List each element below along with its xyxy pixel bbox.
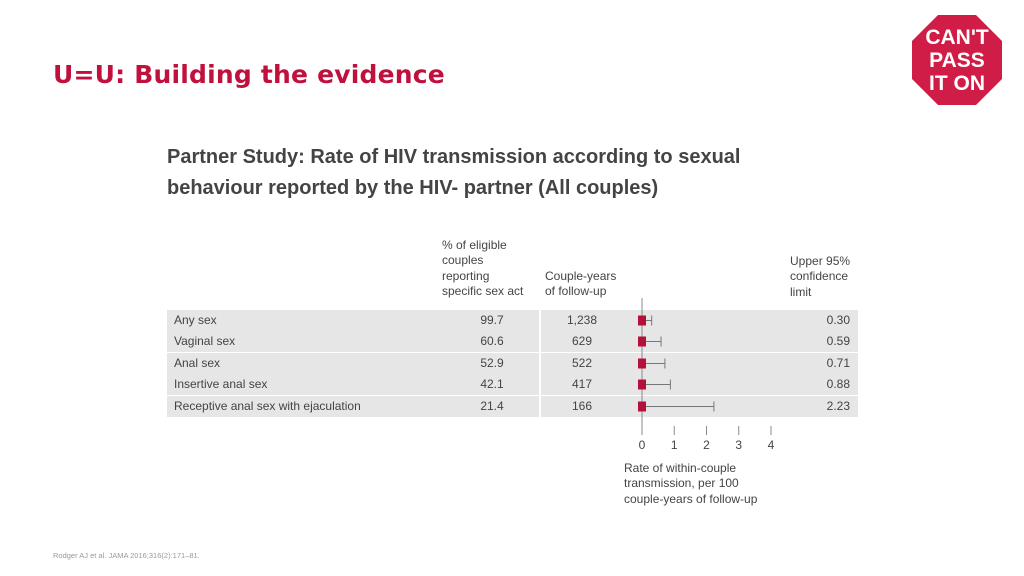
upper-limit-header-line: confidence (790, 269, 849, 284)
upper-limit-column-header: Upper 95% confidence limit (790, 254, 850, 300)
row-couple-years: 1,238 (566, 313, 598, 327)
x-tick-label: 4 (768, 438, 775, 452)
row-upper-limit: 0.88 (826, 377, 850, 391)
table-row: Vaginal sex 60.6 629 0.59 (167, 331, 858, 352)
slide-title: U=U: Building the evidence (53, 60, 445, 89)
chart-title: Partner Study: Rate of HIV transmission … (167, 142, 847, 204)
column-divider (539, 310, 541, 331)
row-couple-years: 629 (571, 334, 593, 348)
x-axis-title-line: couple-years of follow-up (624, 491, 758, 506)
table-row: Anal sex 52.9 522 0.71 (167, 353, 858, 374)
row-percent: 21.4 (480, 399, 504, 413)
couple-years-column-header: Couple-years of follow-up (545, 269, 616, 300)
row-label: Receptive anal sex with ejaculation (174, 399, 361, 413)
column-divider (539, 396, 541, 417)
row-percent: 60.6 (480, 334, 504, 348)
row-upper-limit: 0.71 (826, 356, 850, 370)
column-divider (539, 353, 541, 374)
table-row: Any sex 99.7 1,238 0.30 (167, 310, 858, 331)
row-upper-limit: 2.23 (826, 399, 850, 413)
upper-limit-header-line: limit (790, 284, 812, 299)
row-couple-years: 522 (571, 356, 593, 370)
row-percent: 99.7 (480, 313, 504, 327)
x-tick-label: 1 (671, 438, 678, 452)
x-tick-label: 3 (735, 438, 742, 452)
row-upper-limit: 0.30 (826, 313, 850, 327)
column-divider (539, 374, 541, 395)
row-label: Vaginal sex (174, 334, 236, 348)
citation-footnote: Rodger AJ et al. JAMA 2016;316(2):171–81… (53, 551, 200, 560)
row-percent: 52.9 (480, 356, 504, 370)
cant-pass-it-on-logo: CAN'T PASS IT ON (912, 15, 1002, 105)
x-axis-title-line: Rate of within-couple (624, 461, 737, 475)
chart-title-line-1: Partner Study: Rate of HIV transmission … (167, 146, 741, 168)
logo-line-2: PASS (929, 49, 985, 72)
logo-line-3: IT ON (929, 72, 985, 95)
column-divider (539, 331, 541, 352)
percent-header-line: couples (442, 253, 484, 268)
chart-title-line-2: behaviour reported by the HIV- partner (… (167, 177, 659, 199)
row-couple-years: 417 (571, 377, 593, 391)
row-label: Any sex (174, 313, 217, 327)
row-label: Anal sex (174, 356, 221, 370)
couple-years-header-line: Couple-years (545, 269, 617, 283)
x-tick-label: 2 (703, 438, 710, 452)
x-tick-label: 0 (639, 438, 646, 452)
row-couple-years: 166 (571, 399, 593, 413)
upper-limit-header-line: Upper 95% (790, 254, 851, 268)
percent-header-line: % of eligible (442, 238, 507, 252)
table-row: Insertive anal sex 42.1 417 0.88 (167, 374, 858, 395)
percent-column-header: % of eligible couples reporting specific… (442, 238, 523, 299)
row-upper-limit: 0.59 (826, 334, 850, 348)
table-row: Receptive anal sex with ejaculation 21.4… (167, 396, 858, 417)
row-percent: 42.1 (480, 377, 504, 391)
percent-header-line: reporting (442, 268, 490, 283)
couple-years-header-line: of follow-up (545, 284, 607, 299)
logo-line-1: CAN'T (925, 26, 988, 49)
percent-header-line: specific sex act (442, 283, 524, 298)
row-label: Insertive anal sex (174, 377, 268, 391)
x-axis-title-line: transmission, per 100 (624, 476, 739, 491)
x-axis-title: Rate of within-couple transmission, per … (624, 461, 757, 507)
